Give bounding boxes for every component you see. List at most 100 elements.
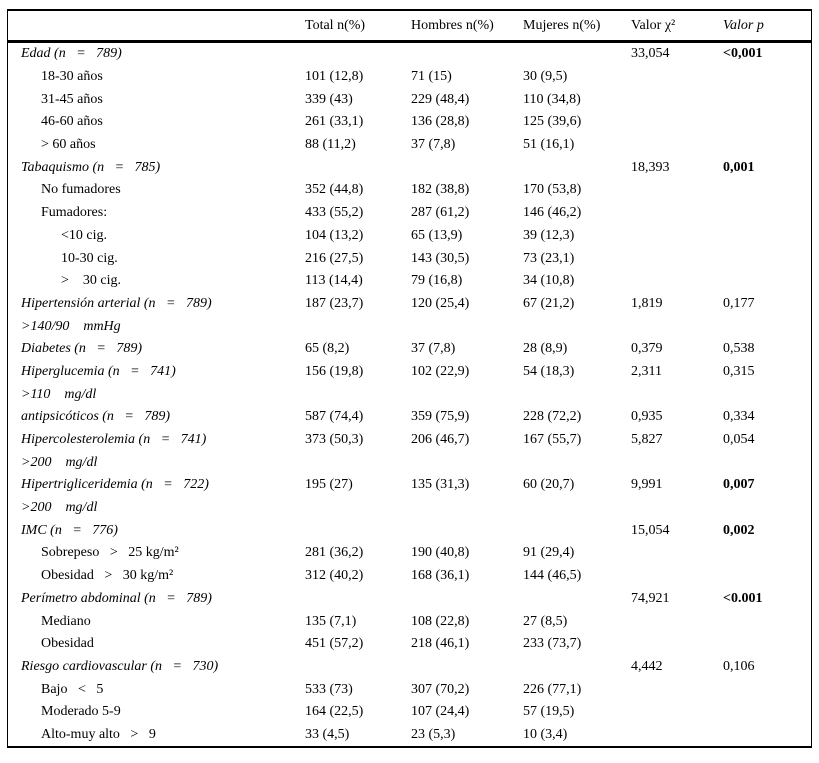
cell-total: 281 (36,2) — [305, 545, 364, 561]
cell-p: 0,538 — [723, 341, 755, 357]
cell-total: 216 (27,5) — [305, 250, 364, 266]
table-row: Alto-muy alto > 9 33 (4,5) 23 (5,3) 10 (3,4… — [8, 724, 811, 747]
cell-hombres: 229 (48,4) — [411, 91, 470, 107]
table-row: 31-45 años 339 (43) 229 (48,4) 110 (34,8) — [8, 88, 811, 111]
table-header-row: Total n(%) Hombres n(%) Mujeres n(%) Valor … — [8, 11, 811, 43]
row-label: >110 mg/dl — [21, 386, 97, 402]
cell-hombres: 206 (46,7) — [411, 432, 470, 448]
cell-total: 587 (74,4) — [305, 409, 364, 425]
cell-mujeres: 30 (9,5) — [523, 69, 568, 85]
cell-p: <0.001 — [723, 590, 763, 606]
row-label: No fumadores — [41, 182, 121, 198]
cell-chi: 33,054 — [631, 46, 670, 62]
cell-mujeres: 34 (10,8) — [523, 273, 575, 289]
cell-chi: 4,442 — [631, 658, 663, 674]
row-label: Riesgo cardiovascular (n = 730) — [21, 658, 219, 674]
cell-hombres: 182 (38,8) — [411, 182, 470, 198]
cell-hombres: 190 (40,8) — [411, 545, 470, 561]
cell-total: 156 (19,8) — [305, 363, 364, 379]
cell-hombres: 23 (5,3) — [411, 726, 456, 742]
cell-total: 187 (23,7) — [305, 295, 364, 311]
cell-total: 373 (50,3) — [305, 432, 364, 448]
row-label: antipsicóticos (n = 789) — [21, 409, 171, 425]
cell-p: <0,001 — [723, 46, 763, 62]
row-label: Hipertensión arterial (n = 789) — [21, 295, 212, 311]
cell-mujeres: 67 (21,2) — [523, 295, 575, 311]
row-label: >140/90 mmHg — [21, 318, 121, 334]
cell-total: 164 (22,5) — [305, 704, 364, 720]
row-label: > 60 años — [41, 137, 96, 153]
cell-hombres: 287 (61,2) — [411, 205, 470, 221]
table-row: Hipertensión arterial (n = 789) 187 (23,7… — [8, 293, 811, 316]
column-header-hombres: Hombres n(%) — [411, 17, 494, 33]
row-label: 31-45 años — [41, 91, 103, 107]
cell-hombres: 168 (36,1) — [411, 568, 470, 584]
table-row: 10-30 cig. 216 (27,5) 143 (30,5) 73 (23,1) — [8, 247, 811, 270]
row-label: >200 mg/dl — [21, 500, 98, 516]
cell-total: 352 (44,8) — [305, 182, 364, 198]
row-label: Edad (n = 789) — [21, 46, 122, 62]
row-label: Obesidad > 30 kg/m² — [41, 568, 174, 584]
cell-hombres: 136 (28,8) — [411, 114, 470, 130]
row-label: 18-30 años — [41, 69, 103, 85]
table-row: Edad (n = 789) 33,054 <0,001 — [8, 43, 811, 66]
row-label: Hiperglucemia (n = 741) — [21, 363, 176, 379]
cell-p: 0,001 — [723, 159, 755, 175]
cell-mujeres: 39 (12,3) — [523, 227, 575, 243]
column-header-chi: Valor χ² — [631, 17, 676, 33]
cell-hombres: 37 (7,8) — [411, 137, 456, 153]
table-row: >140/90 mmHg — [8, 315, 811, 338]
cell-p: 0,334 — [723, 409, 755, 425]
cell-chi: 2,311 — [631, 363, 662, 379]
table-row: Perímetro abdominal (n = 789) 74,921 <0.00… — [8, 588, 811, 611]
cell-mujeres: 125 (39,6) — [523, 114, 582, 130]
table-row: Fumadores: 433 (55,2) 287 (61,2) 146 (46,2) — [8, 202, 811, 225]
cell-mujeres: 60 (20,7) — [523, 477, 575, 493]
column-header-total: Total n(%) — [305, 17, 366, 33]
row-label: 46-60 años — [41, 114, 103, 130]
cell-hombres: 71 (15) — [411, 69, 452, 85]
column-header-p: Valor p — [723, 17, 764, 33]
cell-mujeres: 57 (19,5) — [523, 704, 575, 720]
cell-p: 0,106 — [723, 658, 755, 674]
cell-chi: 18,393 — [631, 159, 670, 175]
cell-mujeres: 226 (77,1) — [523, 681, 582, 697]
row-label: Obesidad — [41, 636, 94, 652]
cell-total: 433 (55,2) — [305, 205, 364, 221]
table-row: Obesidad > 30 kg/m² 312 (40,2) 168 (36,1) 1… — [8, 565, 811, 588]
cell-mujeres: 28 (8,9) — [523, 341, 568, 357]
cell-total: 65 (8,2) — [305, 341, 350, 357]
cell-mujeres: 167 (55,7) — [523, 432, 582, 448]
table-row: Riesgo cardiovascular (n = 730) 4,442 0,10… — [8, 656, 811, 679]
cell-total: 533 (73) — [305, 681, 353, 697]
row-label: Tabaquismo (n = 785) — [21, 159, 161, 175]
cell-total: 261 (33,1) — [305, 114, 364, 130]
cell-total: 312 (40,2) — [305, 568, 364, 584]
table-row: Sobrepeso > 25 kg/m² 281 (36,2) 190 (40,8)… — [8, 542, 811, 565]
row-label: IMC (n = 776) — [21, 522, 118, 538]
cell-mujeres: 233 (73,7) — [523, 636, 582, 652]
table-row: 46-60 años 261 (33,1) 136 (28,8) 125 (39,6) — [8, 111, 811, 134]
cell-mujeres: 54 (18,3) — [523, 363, 575, 379]
row-label: Hipertrigliceridemia (n = 722) — [21, 477, 209, 493]
table-row: Diabetes (n = 789) 65 (8,2) 37 (7,8) 28 (8,… — [8, 338, 811, 361]
cell-chi: 0,379 — [631, 341, 663, 357]
table-row: Moderado 5-9 164 (22,5) 107 (24,4) 57 (19,5… — [8, 701, 811, 724]
cell-total: 195 (27) — [305, 477, 353, 493]
row-label: >200 mg/dl — [21, 454, 98, 470]
cell-chi: 15,054 — [631, 522, 670, 538]
cell-mujeres: 144 (46,5) — [523, 568, 582, 584]
table-row: > 30 cig. 113 (14,4) 79 (16,8) 34 (10,8) — [8, 270, 811, 293]
cell-hombres: 37 (7,8) — [411, 341, 456, 357]
table-row: Hipertrigliceridemia (n = 722) 195 (27) 13… — [8, 474, 811, 497]
cell-p: 0,007 — [723, 477, 755, 493]
statistics-table: Total n(%) Hombres n(%) Mujeres n(%) Valor … — [7, 9, 812, 749]
cell-mujeres: 228 (72,2) — [523, 409, 582, 425]
cell-p: 0,054 — [723, 432, 755, 448]
cell-chi: 5,827 — [631, 432, 663, 448]
table-row: Obesidad 451 (57,2) 218 (46,1) 233 (73,7) — [8, 633, 811, 656]
cell-mujeres: 27 (8,5) — [523, 613, 568, 629]
cell-hombres: 307 (70,2) — [411, 681, 470, 697]
table-row: 18-30 años 101 (12,8) 71 (15) 30 (9,5) — [8, 66, 811, 89]
